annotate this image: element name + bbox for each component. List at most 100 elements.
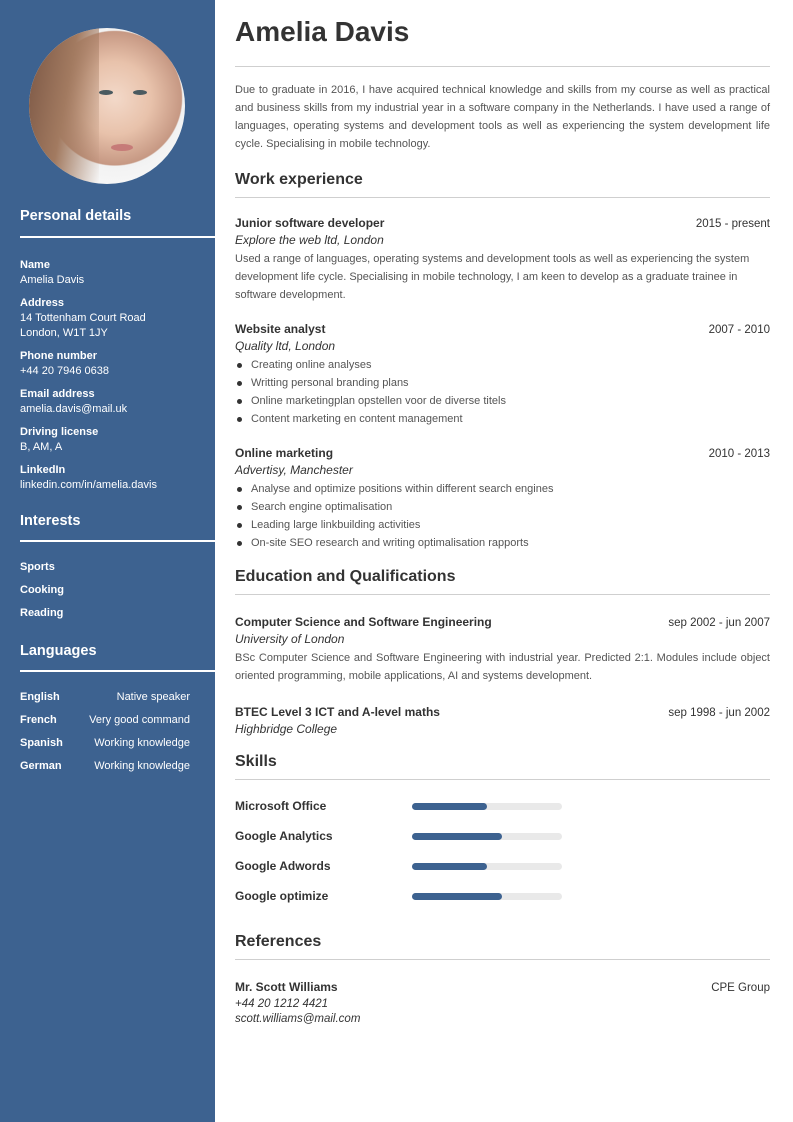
bullet-item: Leading large linkbuilding activities bbox=[235, 516, 770, 534]
language-name: Spanish bbox=[20, 737, 63, 749]
degree-title: BTEC Level 3 ICT and A-level maths bbox=[235, 705, 440, 719]
job-dates: 2010 - 2013 bbox=[708, 448, 770, 460]
job-company: Quality ltd, London bbox=[235, 339, 336, 353]
education-entry: Computer Science and Software Engineerin… bbox=[235, 609, 770, 685]
personal-details: Name Amelia Davis Address 14 Tottenham Cou… bbox=[20, 258, 210, 501]
skill-item: Google optimize bbox=[235, 881, 770, 911]
detail-value: Amelia Davis bbox=[20, 274, 85, 286]
detail-value: 14 Tottenham Court Road bbox=[20, 312, 146, 324]
skill-bar-fill bbox=[412, 862, 487, 870]
detail-value: B, AM, A bbox=[20, 441, 63, 453]
language-level: Very good command bbox=[89, 714, 190, 726]
job-dates: 2007 - 2010 bbox=[708, 324, 770, 336]
bullet-item: Creating online analyses bbox=[235, 356, 770, 374]
skill-bar-fill bbox=[412, 832, 502, 840]
language-name: French bbox=[20, 714, 57, 726]
detail-label: Phone number bbox=[20, 350, 98, 362]
detail-value: amelia.davis@mail.uk bbox=[20, 403, 128, 415]
language-item: Spanish Working knowledge bbox=[20, 737, 190, 760]
job-entry: Junior software developer 2015 - present … bbox=[235, 210, 770, 304]
education-description: BSc Computer Science and Software Engine… bbox=[235, 652, 770, 682]
summary: Due to graduate in 2016, I have acquired… bbox=[235, 84, 770, 150]
profile-photo bbox=[29, 28, 185, 184]
candidate-name: Amelia Davis bbox=[235, 16, 410, 47]
divider bbox=[235, 779, 770, 780]
job-entry: Website analyst 2007 - 2010 Quality ltd, … bbox=[235, 316, 770, 428]
job-title: Website analyst bbox=[235, 322, 326, 336]
education-dates: sep 1998 - jun 2002 bbox=[668, 707, 770, 719]
skill-bar bbox=[412, 832, 562, 840]
interests-heading: Interests bbox=[20, 513, 81, 529]
bullet-item: On-site SEO research and writing optimal… bbox=[235, 534, 770, 552]
language-name: English bbox=[20, 691, 60, 703]
interests-list: Sports Cooking Reading bbox=[20, 561, 190, 630]
school: University of London bbox=[235, 632, 345, 646]
sidebar: Personal details Name Amelia Davis Addres… bbox=[0, 0, 215, 1122]
skill-name: Google optimize bbox=[235, 889, 329, 903]
divider bbox=[235, 959, 770, 960]
education-entry: BTEC Level 3 ICT and A-level maths sep 19… bbox=[235, 699, 770, 739]
skill-bar-fill bbox=[412, 802, 487, 810]
bullet-item: Content marketing en content management bbox=[235, 410, 770, 428]
skill-item: Google Analytics bbox=[235, 821, 770, 851]
skill-bar bbox=[412, 862, 562, 870]
bullet-item: Search engine optimalisation bbox=[235, 498, 770, 516]
divider bbox=[20, 236, 215, 238]
divider bbox=[235, 66, 770, 67]
job-company: Advertisy, Manchester bbox=[235, 463, 353, 477]
interest-item: Cooking bbox=[20, 584, 64, 596]
detail-label: Driving license bbox=[20, 426, 99, 438]
reference-phone: +44 20 1212 4421 bbox=[235, 998, 329, 1010]
language-level: Working knowledge bbox=[94, 737, 190, 749]
language-item: German Working knowledge bbox=[20, 760, 190, 783]
education-heading: Education and Qualifications bbox=[235, 568, 456, 585]
job-title: Junior software developer bbox=[235, 216, 385, 230]
skill-bar bbox=[412, 892, 562, 900]
reference-email: scott.williams@mail.com bbox=[235, 1013, 361, 1025]
language-item: French Very good command bbox=[20, 714, 190, 737]
reference-company: CPE Group bbox=[711, 982, 770, 994]
reference-name: Mr. Scott Williams bbox=[235, 980, 338, 994]
degree-title: Computer Science and Software Engineerin… bbox=[235, 615, 492, 629]
divider bbox=[20, 540, 215, 542]
job-entry: Online marketing 2010 - 2013 Advertisy, M… bbox=[235, 440, 770, 552]
skill-bar bbox=[412, 802, 562, 810]
detail-value: linkedin.com/in/amelia.davis bbox=[20, 479, 157, 491]
languages-heading: Languages bbox=[20, 643, 97, 659]
languages-list: English Native speaker French Very good co… bbox=[20, 691, 190, 783]
bullet-item: Online marketingplan opstellen voor de d… bbox=[235, 392, 770, 410]
detail-label: Email address bbox=[20, 388, 95, 400]
detail-value: London, W1T 1JY bbox=[20, 327, 108, 339]
interest-item: Reading bbox=[20, 607, 64, 619]
job-description: Used a range of languages, operating sys… bbox=[235, 253, 750, 301]
personal-details-heading: Personal details bbox=[20, 208, 132, 224]
skill-name: Google Analytics bbox=[235, 829, 333, 843]
job-dates: 2015 - present bbox=[695, 218, 770, 230]
work-experience-heading: Work experience bbox=[235, 171, 363, 188]
job-company: Explore the web ltd, London bbox=[235, 233, 384, 247]
skill-bar-fill bbox=[412, 892, 502, 900]
interest-item: Sports bbox=[20, 561, 55, 573]
divider bbox=[20, 670, 215, 672]
reference-entry: Mr. Scott Williams CPE Group +44 20 1212 … bbox=[235, 974, 770, 1028]
bullet-item: Analyse and optimize positions within di… bbox=[235, 480, 770, 498]
language-item: English Native speaker bbox=[20, 691, 190, 714]
skills-heading: Skills bbox=[235, 753, 277, 770]
skill-name: Google Adwords bbox=[235, 859, 331, 873]
detail-value: +44 20 7946 0638 bbox=[20, 365, 110, 377]
main-content: Amelia Davis Due to graduate in 2016, I … bbox=[235, 0, 770, 1028]
education-dates: sep 2002 - jun 2007 bbox=[668, 617, 770, 629]
job-bullets: Creating online analyses Writting person… bbox=[235, 356, 770, 428]
job-bullets: Analyse and optimize positions within di… bbox=[235, 480, 770, 552]
divider bbox=[235, 594, 770, 595]
job-title: Online marketing bbox=[235, 446, 334, 460]
language-level: Native speaker bbox=[116, 691, 190, 703]
detail-label: Address bbox=[20, 297, 65, 309]
skill-item: Microsoft Office bbox=[235, 791, 770, 821]
language-name: German bbox=[20, 760, 62, 772]
detail-label: Name bbox=[20, 259, 50, 271]
school: Highbridge College bbox=[235, 722, 338, 736]
detail-label: LinkedIn bbox=[20, 464, 66, 476]
language-level: Working knowledge bbox=[94, 760, 190, 772]
divider bbox=[235, 197, 770, 198]
